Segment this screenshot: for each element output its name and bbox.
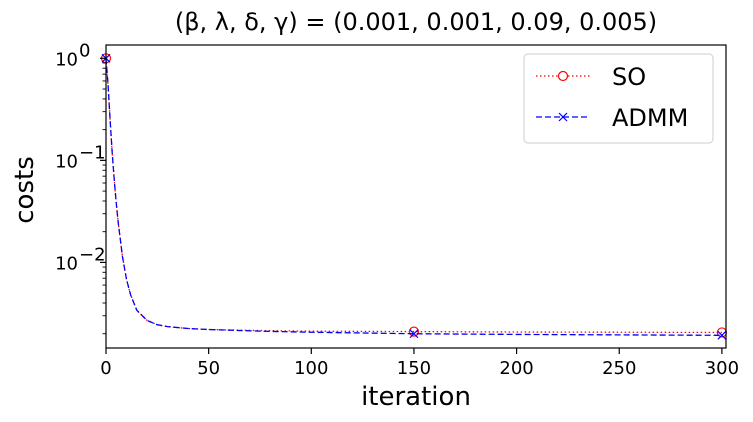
x-axis: 0 50 100 150 200 250 300 [100,348,739,379]
legend-box [523,53,714,144]
plot-area [100,53,727,340]
legend-marker-admm [558,112,568,122]
y-tick-label: 10 [55,253,78,274]
legend-label-so: SO [612,63,646,91]
series-marker-admm [717,330,727,340]
y-tick-label: 10 [55,151,78,172]
legend: SO ADMM [523,53,714,144]
series-marker-admm [409,329,419,339]
marker-stroke [717,330,727,340]
axes-frame [105,44,727,349]
legend-marker-so [557,70,569,82]
marker-stroke [409,329,419,339]
y-tick-label: 10 [55,49,78,70]
y-tick-exponent: −2 [79,244,106,265]
x-tick-label: 250 [602,358,636,379]
y-tick-exponent: −1 [79,142,106,163]
x-tick-label: 100 [294,358,328,379]
legend-label-admm: ADMM [612,104,688,132]
x-tick-label: 50 [197,358,220,379]
x-tick-label: 150 [397,358,431,379]
x-tick-label: 200 [499,358,533,379]
x-tick-label: 0 [100,358,111,379]
y-axis-label: costs [10,156,40,224]
series-marker-so [408,326,420,337]
series-line-admm [105,58,722,336]
y-tick-exponent: 0 [79,40,90,61]
x-axis-label: iteration [361,382,471,412]
x-tick-label: 300 [705,358,739,379]
marker-stroke [558,112,568,122]
chart-title: (β, λ, δ, γ) = (0.001, 0.001, 0.09, 0.00… [175,8,657,36]
